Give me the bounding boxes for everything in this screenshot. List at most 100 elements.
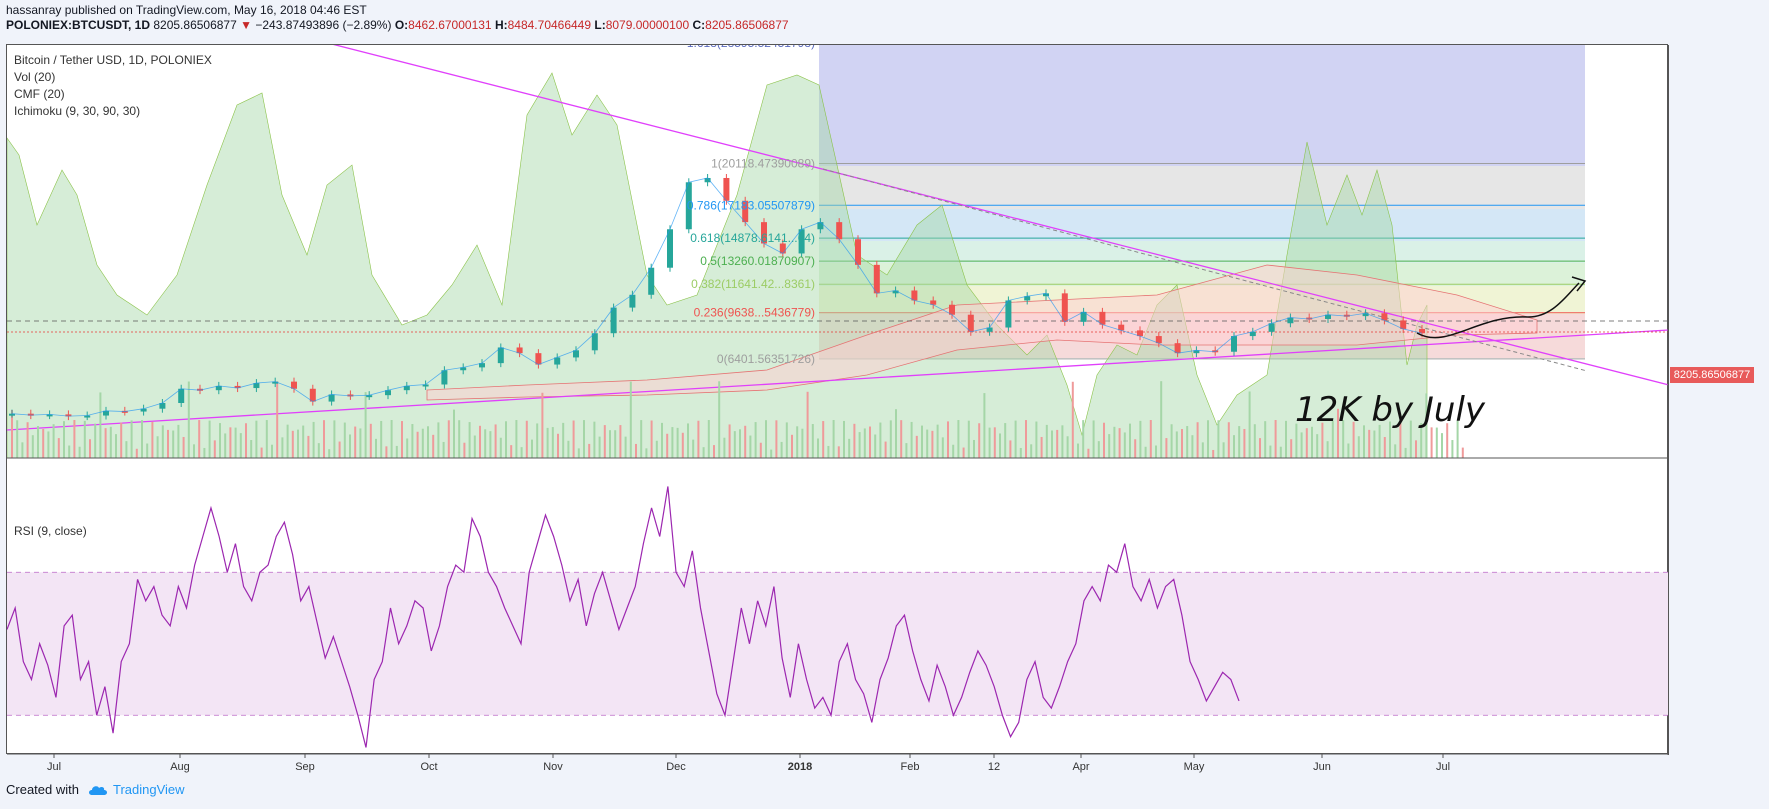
volume-bar — [1259, 438, 1261, 458]
volume-bar — [109, 426, 112, 458]
volume-bar — [187, 381, 190, 458]
volume-bar — [1285, 420, 1287, 458]
volume-bar — [89, 439, 91, 458]
volume-bar — [83, 420, 86, 458]
volume-bar — [1352, 421, 1355, 458]
volume-bar — [104, 428, 107, 458]
legend-title[interactable]: Bitcoin / Tether USD, 1D, POLONIEX — [14, 53, 212, 67]
volume-bar — [473, 435, 476, 458]
volume-bar — [302, 425, 305, 458]
volume-bar — [11, 410, 13, 458]
volume-bar — [1097, 441, 1100, 458]
volume-bar — [817, 438, 819, 458]
close-label: C: — [692, 18, 706, 32]
volume-bar — [739, 429, 741, 458]
candle-body — [234, 385, 241, 389]
publisher-name[interactable]: hassanray — [6, 3, 62, 17]
volume-bar — [723, 437, 726, 458]
volume-bar — [1316, 434, 1319, 458]
candle-body — [460, 367, 467, 371]
candle-body — [742, 200, 749, 223]
volume-bar — [328, 449, 331, 458]
volume-bar — [822, 421, 825, 458]
volume-bar — [988, 427, 991, 458]
volume-bar — [1451, 440, 1454, 458]
volume-bar — [1155, 445, 1157, 458]
volume-bar — [193, 444, 195, 458]
volume-bar — [1456, 420, 1459, 458]
volume-bar — [858, 432, 861, 458]
volume-bar — [941, 437, 944, 458]
volume-bar — [967, 420, 970, 458]
legend-vol[interactable]: Vol (20) — [14, 70, 56, 84]
volume-bar — [910, 421, 913, 458]
volume-bar — [349, 434, 351, 458]
volume-bar — [1441, 433, 1443, 458]
volume-bar — [884, 441, 887, 458]
volume-bar — [681, 432, 684, 458]
volume-bar — [37, 426, 39, 458]
chart-canvas[interactable]: 12K by July 1.618(28595.52451798) 1(20118… — [6, 36, 1760, 758]
footer-brand-text: TradingView — [112, 782, 185, 797]
volume-bar — [1290, 439, 1293, 458]
volume-bar — [583, 420, 585, 458]
volume-bar — [1045, 424, 1048, 458]
volume-bar — [375, 438, 377, 458]
candle-body — [1099, 311, 1106, 325]
volume-bar — [744, 425, 747, 458]
candle-body — [573, 350, 579, 358]
volume-bar — [1025, 420, 1027, 458]
candle-body — [1024, 296, 1031, 301]
volume-bar — [484, 429, 487, 458]
volume-bar — [458, 420, 461, 458]
volume-bar — [26, 422, 29, 458]
legend-rsi[interactable]: RSI (9, close) — [14, 524, 87, 538]
volume-bar — [1082, 420, 1085, 458]
volume-bar — [791, 434, 793, 458]
volume-bar — [1305, 428, 1308, 458]
volume-bar — [733, 431, 736, 458]
volume-bar — [453, 409, 455, 458]
legend-cmf[interactable]: CMF (20) — [14, 87, 65, 101]
volume-bar — [1461, 447, 1464, 458]
candle-body — [1287, 317, 1294, 324]
trendline-dashed — [822, 168, 1588, 372]
time-axis[interactable]: Jul Aug Sep Oct Nov Dec 2018 Feb 12 Apr May Jun Jul — [6, 754, 1668, 776]
volume-bar — [234, 427, 237, 458]
candle-body — [535, 353, 542, 365]
candle-body — [779, 243, 786, 254]
x-tick-label: 2018 — [788, 761, 812, 773]
volume-bar — [364, 392, 367, 458]
volume-bar — [931, 430, 934, 458]
candle-body — [591, 333, 598, 351]
volume-bar — [577, 448, 580, 458]
volume-bar — [1077, 443, 1079, 458]
candle-body — [385, 390, 391, 396]
candle-body — [554, 357, 561, 365]
footer-brand[interactable]: TradingView — [87, 782, 185, 797]
volume-bar — [1446, 423, 1449, 458]
candle-body — [9, 413, 15, 416]
volume-bar — [879, 422, 882, 458]
candle-body — [1400, 320, 1407, 329]
volume-bar — [1389, 421, 1391, 458]
candle-body — [1343, 314, 1350, 317]
low-label: L: — [594, 18, 606, 32]
legend-ichimoku[interactable]: Ichimoku (9, 30, 90, 30) — [14, 104, 141, 118]
candle-body — [479, 363, 485, 368]
candle-body — [1419, 328, 1425, 334]
volume-bar — [1368, 429, 1371, 458]
volume-bar — [1040, 436, 1043, 458]
volume-bar — [957, 420, 960, 458]
arrow-head-icon — [1571, 276, 1587, 292]
volume-bar — [271, 444, 273, 458]
chart-frame[interactable]: 12K by July 1.618(28595.52451798) 1(20118… — [6, 36, 1760, 758]
low-value: 8079.00000100 — [605, 18, 690, 32]
volume-bar — [926, 429, 929, 458]
volume-bar — [707, 420, 710, 458]
volume-bar — [765, 420, 767, 458]
volume-bar — [541, 392, 544, 458]
candle-body — [46, 414, 53, 417]
current-price-badge: 8205.86506877 — [1670, 367, 1754, 383]
volume-bar — [806, 391, 809, 458]
